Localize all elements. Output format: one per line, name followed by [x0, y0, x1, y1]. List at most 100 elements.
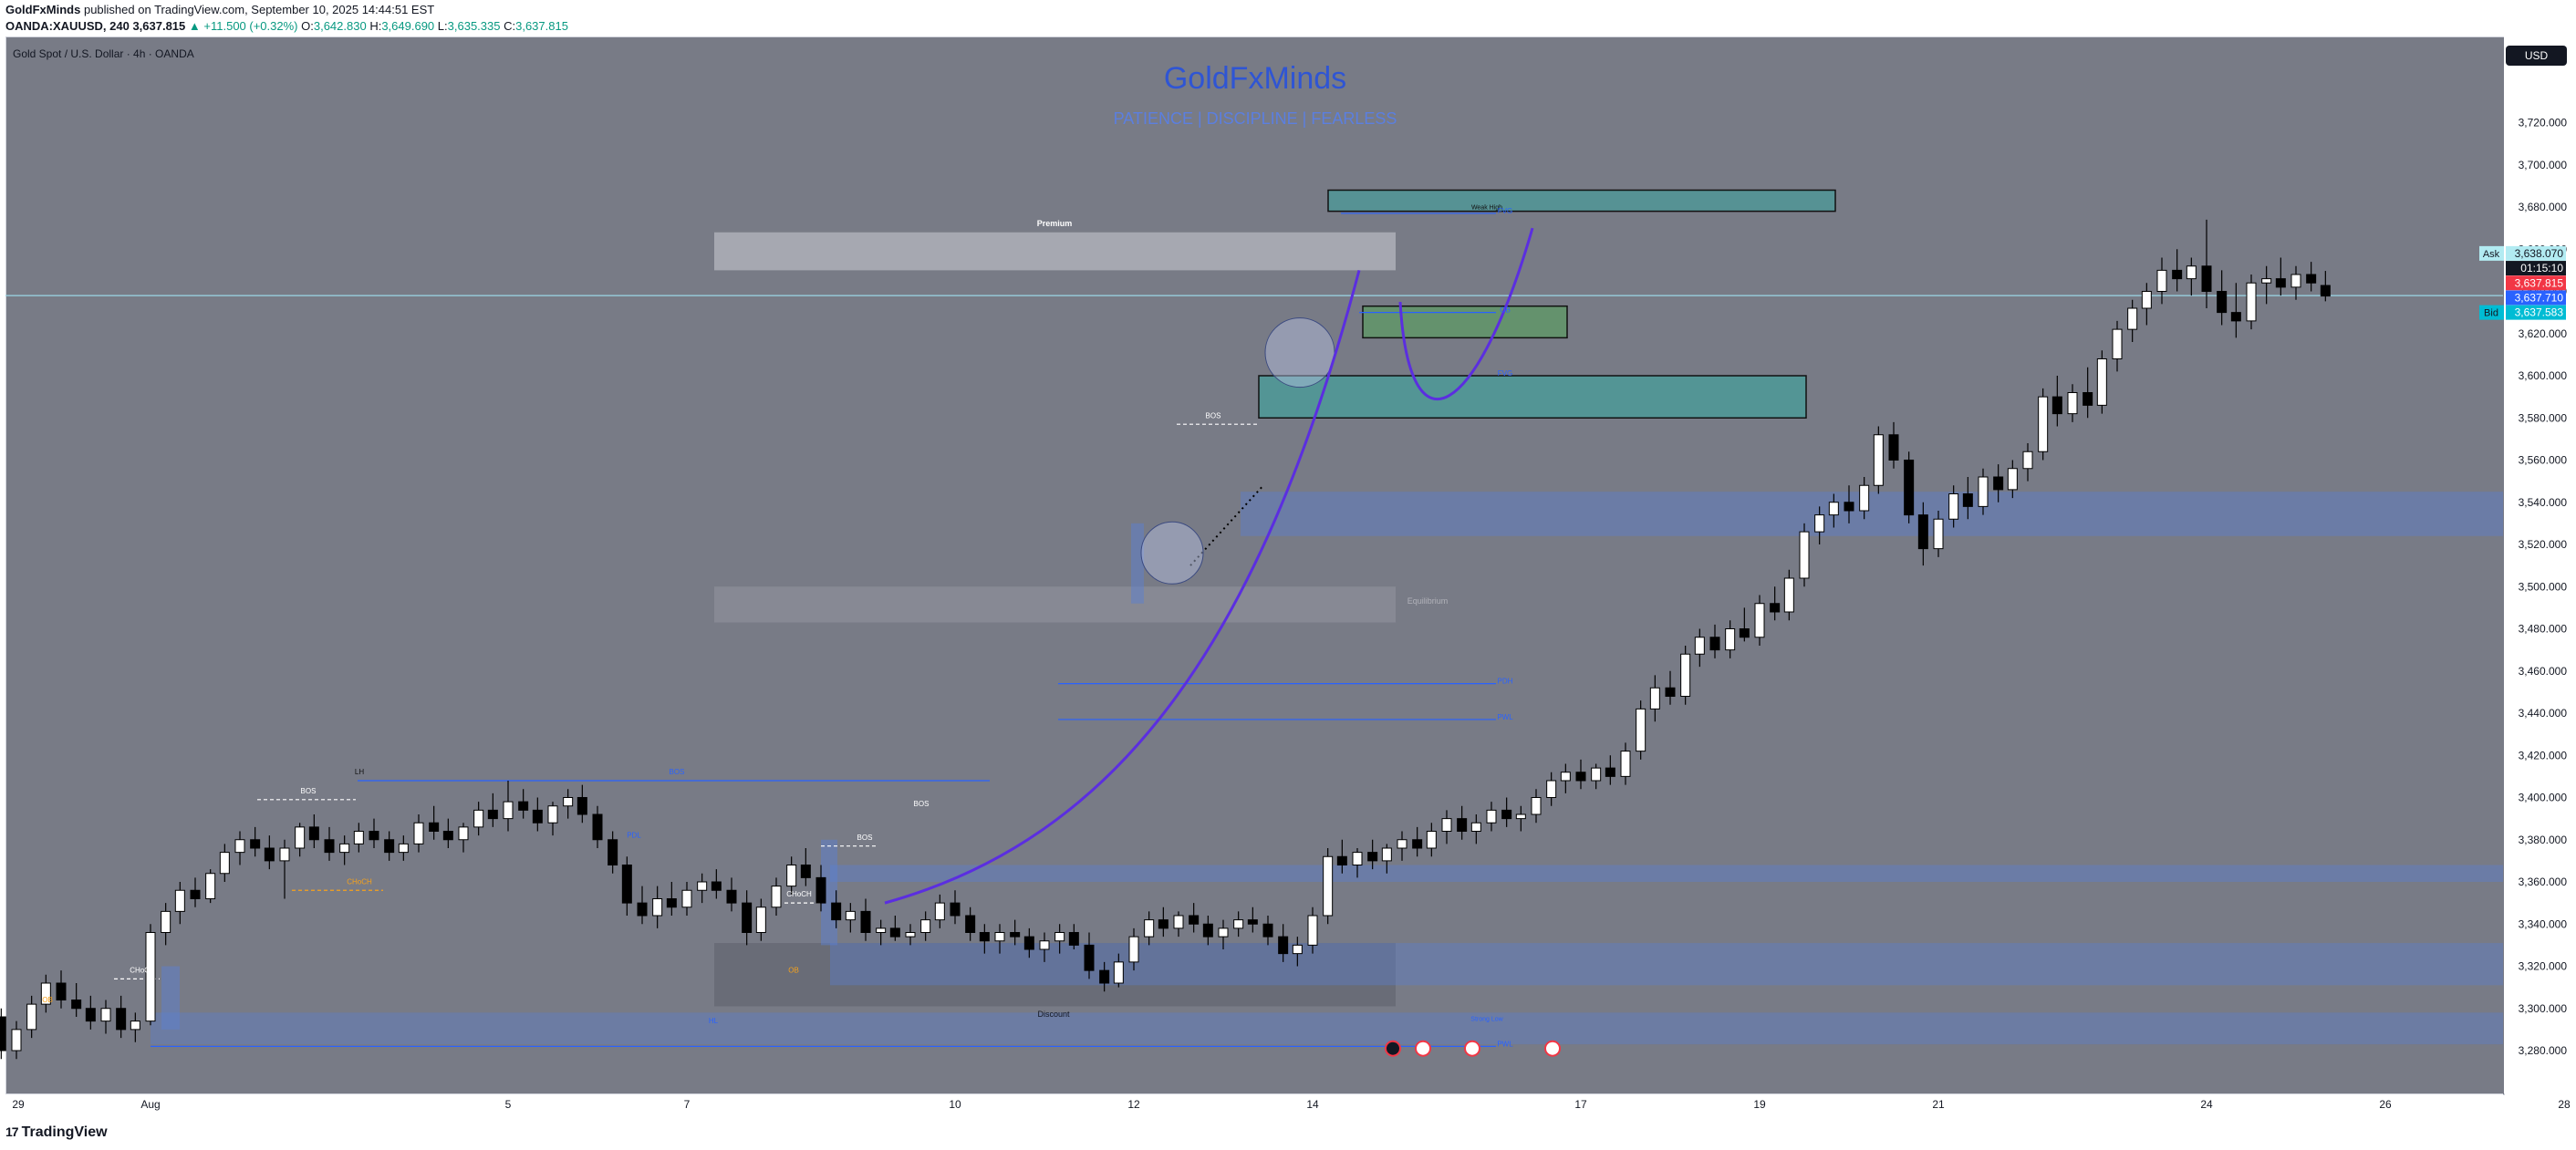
candle-body — [889, 927, 900, 938]
candle-body — [1591, 767, 1602, 782]
candle-body — [1158, 919, 1169, 929]
candle-body — [1457, 818, 1468, 832]
candle — [384, 831, 395, 861]
lightning-event-icon — [1385, 1040, 1401, 1057]
candle — [1873, 426, 1884, 494]
candle-body — [1144, 919, 1155, 938]
candle — [2201, 219, 2212, 308]
price-tick-label: 3,400.000 — [2519, 792, 2568, 804]
candle — [965, 907, 976, 941]
candle — [994, 924, 1005, 954]
candle-body — [697, 881, 708, 891]
candle-body — [621, 865, 632, 904]
candle-body — [503, 801, 514, 820]
candle — [1486, 802, 1497, 832]
time-tick-label: 26 — [2379, 1098, 2392, 1111]
candle — [1470, 814, 1481, 844]
candle-body — [1770, 603, 1781, 613]
price-tick-label: 3,320.000 — [2519, 960, 2568, 973]
candle — [145, 924, 156, 1026]
candle — [1948, 485, 1959, 528]
candle — [1933, 511, 1944, 557]
candle-body — [711, 881, 722, 891]
candle — [1993, 464, 2004, 502]
candle-body — [2096, 358, 2107, 406]
chart-legend-title: Gold Spot / U.S. Dollar · 4h · OANDA — [13, 47, 194, 60]
candle-body — [279, 847, 290, 862]
candle — [652, 886, 663, 928]
candle — [1828, 493, 1839, 528]
candle — [1218, 919, 1229, 949]
candle — [219, 844, 230, 882]
tradingview-logo[interactable]: 17 TradingView — [5, 1124, 108, 1141]
candle-body — [234, 839, 245, 854]
price-tick-label: 3,340.000 — [2519, 917, 2568, 930]
us-flag-event-icon — [1464, 1040, 1480, 1057]
author-name[interactable]: GoldFxMinds — [5, 3, 81, 16]
candle-body — [145, 932, 156, 1022]
candle — [1128, 927, 1139, 971]
price-badge — [2506, 261, 2566, 276]
candle-body — [1247, 919, 1258, 925]
time-tick-label: Aug — [140, 1098, 160, 1111]
price-badge — [2506, 290, 2566, 306]
candle-body — [1486, 809, 1497, 824]
candle-body — [429, 822, 440, 832]
candle-body — [742, 902, 753, 933]
candle-body — [219, 852, 230, 875]
currency-button[interactable]: USD — [2506, 46, 2567, 66]
candle — [11, 1020, 22, 1060]
price-axis[interactable] — [2504, 36, 2576, 1093]
symbol-info: OANDA:XAUUSD, 240 3,637.815 ▲ +11.500 (+… — [5, 19, 568, 33]
time-axis[interactable] — [5, 1093, 2503, 1117]
candle-body — [1873, 434, 1884, 486]
candle — [1202, 916, 1213, 946]
structure-label: LH — [355, 768, 364, 776]
weak-high-zone — [1327, 189, 1836, 212]
ob-bar-1 — [1131, 523, 1144, 604]
candle — [56, 970, 67, 1009]
level-label: PDH — [1498, 678, 1513, 686]
time-tick-label: 28 — [2558, 1098, 2571, 1111]
candle-body — [1962, 493, 1973, 507]
price-badge — [2506, 245, 2566, 261]
candle — [592, 805, 603, 848]
price-tick-label: 3,420.000 — [2519, 749, 2568, 761]
candle-body — [1904, 460, 1915, 516]
candle-body — [876, 927, 887, 933]
candle — [876, 919, 887, 946]
candle-body — [518, 801, 529, 811]
structure-label: BOS — [914, 800, 930, 808]
price-badge-label: Ask — [2483, 249, 2500, 260]
candle-body — [1023, 936, 1034, 950]
candle-body — [1575, 772, 1586, 782]
price-tick-label: 3,500.000 — [2519, 580, 2568, 593]
price-badge-tag — [2479, 305, 2504, 320]
time-tick-label: 17 — [1574, 1098, 1587, 1111]
candle — [889, 916, 900, 941]
symbol-label: OANDA:XAUUSD, 240 — [5, 19, 130, 33]
candle — [1709, 624, 1720, 658]
price-badge-value: 3,638.070 — [2515, 247, 2564, 260]
candle — [1323, 848, 1334, 925]
price-badge-value: 3,637.583 — [2515, 306, 2564, 319]
liquidity-circle-1 — [1140, 521, 1204, 585]
candle — [2246, 275, 2257, 330]
weak-high-label: Weak High — [1471, 204, 1502, 211]
candle-body — [979, 932, 990, 942]
publish-info: GoldFxMinds published on TradingView.com… — [5, 3, 434, 16]
candle — [1888, 421, 1899, 469]
candle-body — [1367, 852, 1378, 862]
structure-label: BOS — [670, 768, 685, 776]
price-tick-label: 3,720.000 — [2519, 117, 2568, 130]
last-price: 3,637.815 — [132, 19, 186, 33]
candle — [2083, 367, 2093, 419]
candle — [2007, 460, 2018, 499]
candle-body — [1381, 847, 1392, 862]
structure-label: BOS — [857, 834, 873, 842]
candle — [174, 882, 185, 925]
candle-body — [1292, 944, 1303, 955]
candle — [1546, 772, 1557, 806]
price-badge-label: Bid — [2484, 308, 2498, 319]
high-value: 3,649.690 — [381, 19, 435, 33]
